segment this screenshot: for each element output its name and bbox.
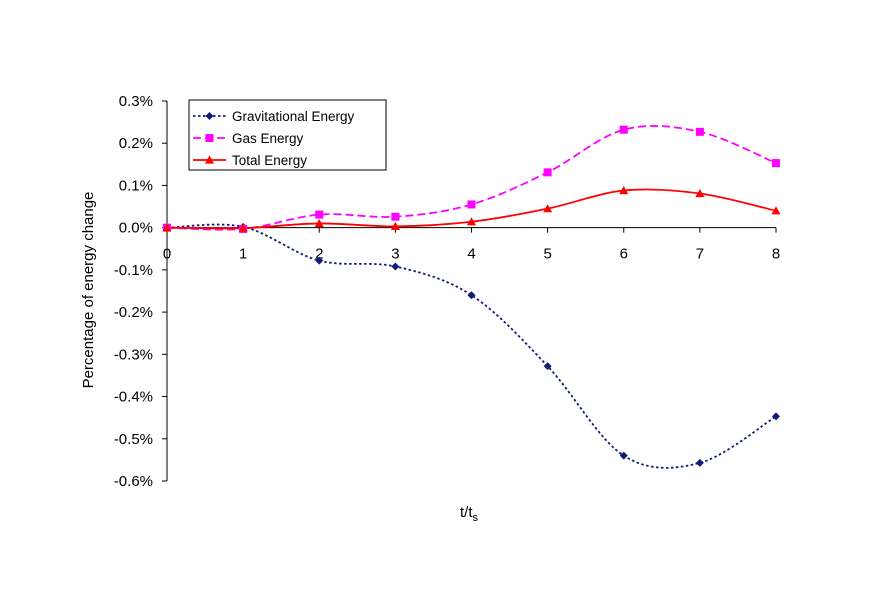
y-tick-label: -0.2% [114,304,153,321]
gas-energy-point [315,210,324,219]
x-axis-title-main: t/t [460,504,473,521]
gravitational-energy-line [166,223,777,469]
x-tick-label: 3 [391,246,399,263]
y-tick-label: -0.1% [114,262,153,279]
x-tick-label: 6 [620,246,628,263]
x-tick-label: 5 [543,246,551,263]
series-markers [162,125,781,467]
y-tick-label: 0.3% [119,93,153,110]
y-tick-label: 0.2% [119,135,153,152]
y-tick-label: 0.0% [119,220,153,237]
total-energy-point [162,223,172,232]
gravitational-energy-point [695,458,704,467]
total-energy-point [619,186,629,195]
y-tick-label: -0.5% [114,431,153,448]
legend: Gravitational Energy Gas Energy Total Ener… [188,99,387,171]
legend-total-energy-marker [205,155,214,164]
legend-gravitational-energy-marker [205,112,214,120]
gas-energy-point [619,125,628,134]
x-tick-label: 7 [696,246,704,263]
legend-gas-energy-label: Gas Energy [232,131,304,146]
x-tick-labels: 0 1 2 3 4 5 6 7 8 [163,246,780,263]
gas-energy-line [166,125,777,231]
x-tick-label: 0 [163,246,171,263]
gravitational-energy-point [315,256,324,265]
total-energy-point [314,218,324,228]
gas-energy-point [695,127,704,136]
x-axis-title-subscript: s [473,512,479,524]
gravitational-energy-point [619,451,628,460]
y-tick-label: -0.3% [114,346,153,363]
total-energy-point [467,217,476,226]
legend-total-energy-label: Total Energy [232,153,307,168]
total-energy-point [238,223,248,232]
total-energy-point [695,188,705,198]
x-tick-label: 4 [467,246,475,263]
y-axis-title: Percentage of energy change [80,192,97,389]
gravitational-energy-point [391,262,400,271]
y-tick-label: 0.1% [119,177,153,194]
gravitational-energy-point [467,291,476,300]
gravitational-energy-point [772,412,780,421]
y-tick-label: -0.6% [114,473,153,490]
gas-energy-point [391,212,400,221]
gravitational-energy-point [543,362,552,371]
gas-energy-point [543,168,552,177]
x-tick-label: 2 [315,246,323,263]
gas-energy-point [467,200,476,209]
y-tick-label: -0.4% [114,389,153,406]
x-axis-title: t/ts [460,504,479,524]
x-tick-label: 8 [772,246,780,263]
y-tick-labels: 0.3% 0.2% 0.1% 0.0% -0.1% -0.2% -0.3% -0.4% -0.5… [114,93,153,490]
legend-box [188,99,387,171]
gas-energy-point [772,159,780,168]
total-energy-point [543,204,553,213]
total-energy-point [771,206,781,215]
total-energy-point [390,221,400,230]
legend-gas-energy-marker [205,134,214,142]
x-tick-label: 1 [239,246,247,263]
legend-gravitational-energy-label: Gravitational Energy [232,109,355,124]
